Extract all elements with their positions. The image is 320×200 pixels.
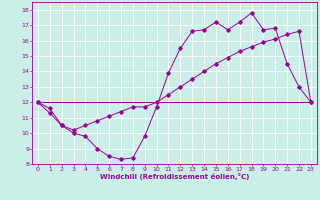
X-axis label: Windchill (Refroidissement éolien,°C): Windchill (Refroidissement éolien,°C) — [100, 173, 249, 180]
